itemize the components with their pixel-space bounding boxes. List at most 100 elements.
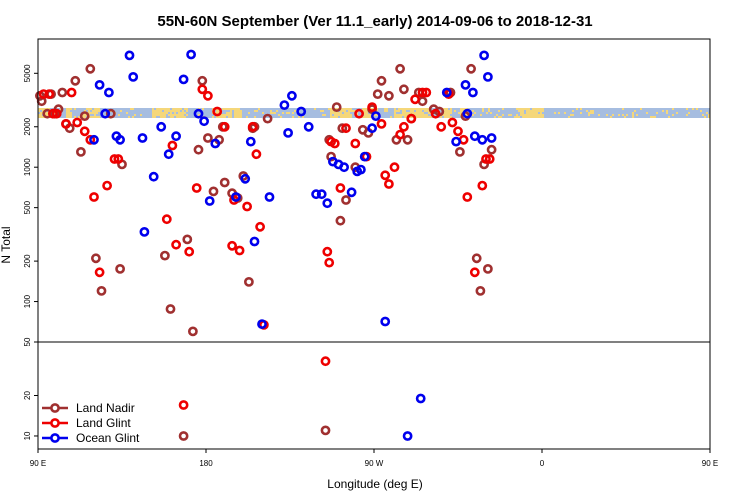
band-cell	[336, 112, 338, 114]
band-cell	[246, 112, 248, 114]
band-cell	[338, 114, 340, 116]
band-cell	[510, 112, 512, 114]
band-cell	[600, 112, 602, 114]
band-cell	[178, 114, 180, 116]
band-cell	[216, 112, 218, 114]
band-cell	[310, 116, 312, 118]
band-cell	[154, 110, 156, 112]
data-point	[454, 146, 465, 157]
data-point	[89, 134, 99, 145]
band-cell	[254, 114, 256, 116]
data-point	[230, 192, 241, 202]
band-cell	[284, 116, 286, 118]
data-point	[61, 119, 71, 129]
band-cell	[322, 110, 324, 112]
band-cell	[514, 110, 516, 112]
band-cell	[220, 114, 222, 116]
data-point	[186, 49, 196, 60]
band-cell	[244, 112, 246, 114]
band-cell	[114, 116, 116, 118]
band-cell	[148, 116, 150, 118]
band-cell	[646, 110, 648, 112]
band-cell	[696, 108, 698, 110]
band-cell	[248, 112, 250, 114]
band-cell	[260, 116, 262, 118]
band-cell	[570, 108, 572, 110]
band-cell	[414, 110, 416, 112]
band-cell	[318, 114, 320, 116]
band-cell	[500, 114, 502, 116]
band-cell	[586, 108, 588, 110]
band-cell	[426, 116, 428, 118]
band-cell	[558, 108, 560, 110]
band-cell	[556, 112, 558, 114]
band-cell	[658, 110, 660, 112]
band-cell	[110, 114, 112, 116]
band-cell	[684, 112, 686, 114]
band-cell	[444, 110, 446, 112]
band-cell	[216, 116, 218, 118]
band-cell	[222, 112, 224, 114]
band-cell	[668, 116, 670, 118]
band-cell	[476, 110, 478, 112]
band-cell	[122, 116, 124, 118]
data-point	[44, 89, 55, 99]
data-point	[70, 75, 81, 86]
band-cell	[256, 108, 258, 110]
band-cell	[66, 116, 68, 118]
band-cell	[704, 112, 706, 114]
band-cell	[424, 110, 426, 112]
band-cell	[664, 108, 666, 110]
band-cell	[238, 114, 240, 116]
band-cell	[158, 110, 160, 112]
band-cell	[456, 116, 458, 118]
band-cell	[696, 112, 698, 114]
band-cell	[310, 108, 312, 110]
band-cell	[636, 116, 638, 118]
band-cell	[222, 110, 224, 112]
band-cell	[206, 112, 208, 114]
band-cell	[576, 116, 578, 118]
band-cell	[626, 114, 628, 116]
band-cell	[502, 108, 504, 110]
band-cell	[456, 112, 458, 114]
band-cell	[370, 116, 372, 118]
band-cell	[240, 110, 242, 112]
band-cell	[696, 116, 698, 118]
band-cell	[228, 114, 230, 116]
band-cell	[542, 110, 544, 112]
band-cell	[196, 112, 198, 114]
band-cell	[494, 108, 496, 110]
band-cell	[176, 116, 178, 118]
band-cell	[656, 108, 658, 110]
band-cell	[518, 116, 520, 118]
band-cell	[668, 112, 670, 114]
band-cell	[650, 112, 652, 114]
band-cell	[634, 108, 636, 110]
band-cell	[692, 112, 694, 114]
band-cell	[478, 114, 480, 116]
band-cell	[180, 116, 182, 118]
data-point	[331, 102, 342, 112]
band-cell	[630, 114, 632, 116]
band-cell	[586, 110, 588, 112]
band-cell	[102, 112, 104, 114]
band-cell	[428, 110, 430, 112]
data-point	[249, 236, 260, 247]
band-cell	[84, 110, 86, 112]
band-cell	[232, 108, 234, 110]
band-cell	[366, 112, 368, 114]
band-cell	[160, 108, 162, 110]
band-cell	[66, 108, 68, 110]
band-cell	[696, 114, 698, 116]
band-cell	[322, 108, 324, 110]
band-cell	[310, 114, 312, 116]
data-point	[171, 239, 181, 250]
band-cell	[536, 110, 538, 112]
band-cell	[602, 116, 604, 118]
data-point	[320, 425, 331, 436]
band-cell	[192, 110, 194, 112]
band-cell	[76, 114, 78, 116]
data-point	[178, 431, 189, 441]
band-cell	[648, 110, 650, 112]
